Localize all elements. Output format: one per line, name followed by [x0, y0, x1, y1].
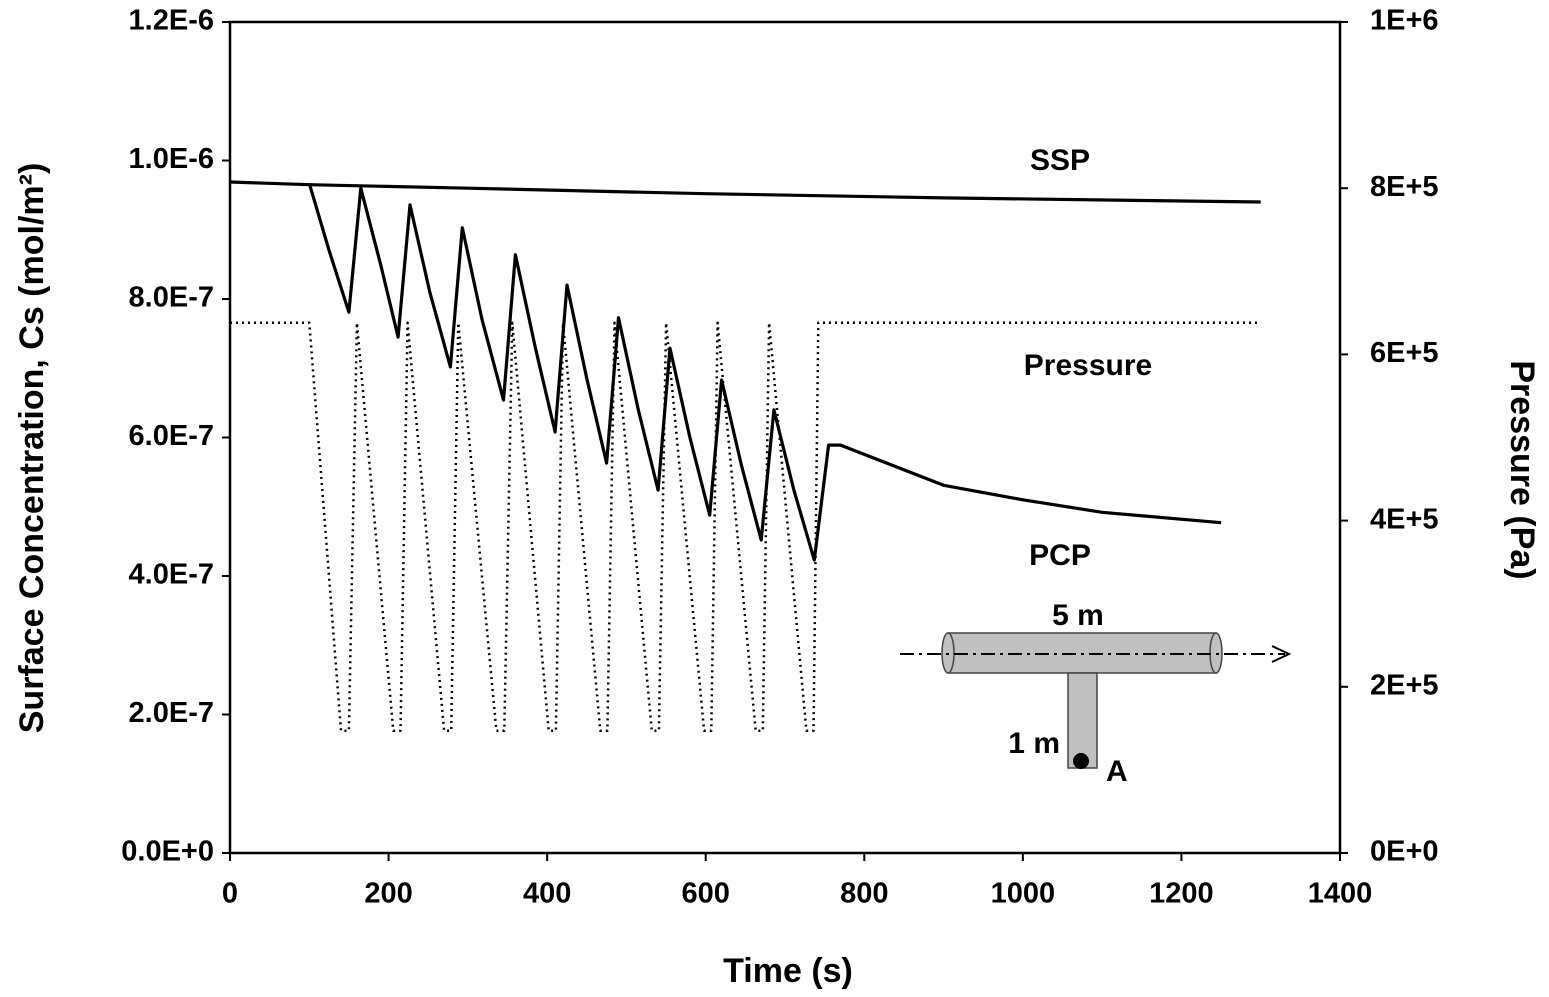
y-tick-label: 1.0E-6	[129, 143, 214, 175]
y2-tick-label: 4E+5	[1370, 503, 1439, 535]
x-tick-label: 200	[364, 878, 412, 910]
y-tick-label: 8.0E-7	[129, 282, 214, 314]
x-tick-label: 0	[222, 878, 238, 910]
x-axis-title: Time (s)	[723, 952, 853, 990]
y2-tick-label: 0E+0	[1370, 836, 1439, 868]
flow-arrow	[1271, 645, 1292, 663]
y2-axis-title: Pressure (Pa)	[1503, 360, 1541, 579]
pipe-inset	[900, 632, 1292, 769]
point-a	[1073, 753, 1089, 769]
x-tick-label: 1400	[1308, 878, 1373, 910]
y-axis-title: Surface Concentration, Cs (mol/m²)	[13, 163, 51, 734]
annotation: 5 m	[1052, 599, 1104, 632]
y2-tick-label: 1E+6	[1370, 5, 1439, 37]
y2-tick-label: 6E+5	[1370, 337, 1439, 369]
y-tick-label: 2.0E-7	[129, 697, 214, 729]
y-tick-label: 1.2E-6	[129, 5, 214, 37]
x-tick-label: 800	[840, 878, 888, 910]
y2-tick-label: 8E+5	[1370, 171, 1439, 203]
annotation: 1 m	[1008, 727, 1060, 760]
series-line	[229, 180, 1261, 204]
y-tick-label: 6.0E-7	[129, 420, 214, 452]
annotation: A	[1106, 755, 1128, 788]
annotation: Pressure	[1024, 349, 1152, 382]
y-tick-label: 4.0E-7	[129, 559, 214, 591]
x-tick-label: 400	[523, 878, 571, 910]
x-tick-label: 1000	[991, 878, 1056, 910]
plot-frame	[228, 20, 1342, 855]
annotation: SSP	[1030, 144, 1090, 177]
y-tick-label: 0.0E+0	[121, 836, 214, 868]
pipe-branch	[1067, 672, 1098, 769]
x-tick-label: 600	[682, 878, 730, 910]
annotation: PCP	[1029, 539, 1091, 572]
y2-tick-label: 2E+5	[1370, 669, 1439, 701]
x-tick-label: 1200	[1149, 878, 1214, 910]
